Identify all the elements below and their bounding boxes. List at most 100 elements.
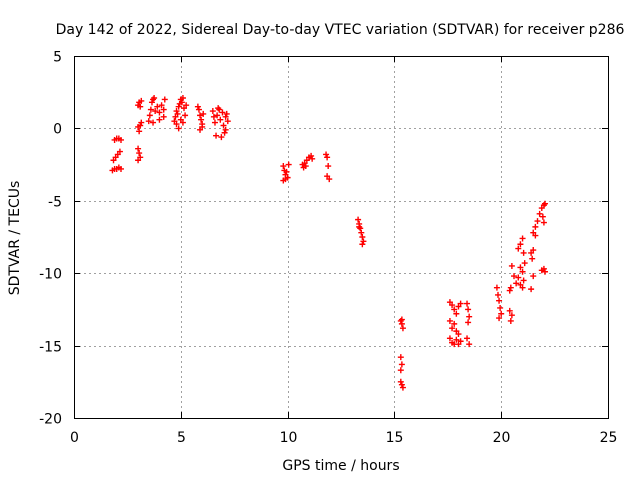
- x-tick-label: 5: [177, 430, 186, 446]
- data-point: [174, 110, 181, 117]
- data-point: [182, 112, 189, 119]
- data-point: [511, 273, 518, 280]
- data-point: [515, 274, 522, 281]
- data-point: [496, 315, 503, 322]
- data-point: [179, 94, 186, 101]
- data-point: [528, 286, 535, 293]
- data-point: [466, 341, 473, 348]
- data-point: [135, 157, 142, 164]
- data-point: [451, 306, 458, 313]
- data-point: [178, 99, 185, 106]
- data-point: [179, 119, 186, 126]
- data-point: [541, 268, 548, 275]
- data-point: [137, 103, 144, 110]
- data-point: [145, 118, 152, 125]
- data-point: [508, 262, 515, 269]
- data-point: [493, 284, 500, 291]
- data-point: [197, 112, 204, 119]
- x-tick-label: 25: [600, 430, 618, 446]
- data-point: [137, 122, 144, 129]
- data-point: [117, 136, 124, 143]
- y-tick-label: -10: [39, 267, 62, 283]
- data-point: [517, 241, 524, 248]
- y-axis-label: SDTVAR / TECUs: [7, 181, 23, 296]
- data-point: [213, 132, 220, 139]
- data-point: [506, 307, 513, 314]
- y-tick-labels: -20 -15 -10 -5 0 5: [39, 50, 62, 428]
- x-tick-label: 10: [280, 430, 298, 446]
- data-point: [356, 223, 363, 230]
- data-point: [148, 99, 155, 106]
- x-tick-label: 20: [493, 430, 511, 446]
- data-point: [446, 317, 453, 324]
- data-point: [198, 116, 205, 123]
- data-point: [519, 235, 526, 242]
- data-point: [210, 113, 217, 120]
- data-point: [359, 241, 366, 248]
- data-point: [506, 287, 513, 294]
- data-point: [507, 317, 514, 324]
- data-point: [173, 108, 180, 115]
- data-points-layer: [109, 94, 548, 391]
- data-point: [515, 245, 522, 252]
- data-point: [151, 94, 158, 101]
- data-point: [464, 335, 471, 342]
- data-point: [520, 249, 527, 256]
- data-point: [507, 284, 514, 291]
- data-point: [138, 97, 145, 104]
- data-point: [519, 268, 526, 275]
- y-tick-label: 0: [53, 122, 62, 138]
- data-point: [220, 122, 227, 129]
- data-point: [158, 102, 165, 109]
- tick-layer: [74, 56, 609, 419]
- data-point: [397, 354, 404, 361]
- plot-frame: [74, 56, 609, 419]
- y-tick-label: -20: [39, 412, 62, 428]
- data-point: [530, 247, 537, 254]
- data-point: [219, 109, 226, 116]
- chart-title: Day 142 of 2022, Sidereal Day-to-day VTE…: [56, 22, 625, 38]
- data-point: [453, 336, 460, 343]
- data-point: [451, 320, 458, 327]
- data-point: [513, 280, 520, 287]
- data-point: [173, 121, 180, 128]
- y-tick-label: 5: [53, 50, 62, 66]
- data-point: [326, 176, 333, 183]
- data-point: [216, 106, 223, 113]
- data-point: [156, 109, 163, 116]
- data-point: [116, 148, 123, 155]
- data-point: [117, 165, 124, 172]
- data-point: [532, 232, 539, 239]
- x-tick-label: 15: [386, 430, 404, 446]
- y-tick-label: -5: [48, 195, 62, 211]
- data-point: [183, 102, 190, 109]
- data-point: [540, 219, 547, 226]
- data-point: [136, 150, 143, 157]
- data-point: [457, 338, 464, 345]
- data-point: [138, 119, 145, 126]
- data-point: [449, 302, 456, 309]
- data-point: [135, 145, 142, 152]
- data-point: [214, 112, 221, 119]
- y-tick-label: -15: [39, 340, 62, 356]
- x-tick-label: 0: [70, 430, 79, 446]
- data-point: [194, 103, 201, 110]
- data-point: [398, 316, 405, 323]
- data-point: [359, 234, 366, 240]
- data-point: [521, 260, 528, 267]
- data-point: [285, 161, 292, 168]
- grid-layer: [74, 56, 608, 418]
- data-point: [224, 118, 231, 125]
- data-point: [397, 378, 404, 385]
- data-point: [146, 112, 153, 119]
- data-point: [147, 106, 154, 113]
- data-point: [453, 310, 460, 317]
- data-point: [150, 119, 157, 126]
- data-point: [529, 255, 536, 262]
- data-point: [280, 163, 287, 170]
- data-point: [175, 103, 182, 110]
- data-point: [541, 200, 548, 207]
- data-point: [282, 176, 289, 183]
- data-point: [156, 116, 163, 123]
- data-point: [218, 134, 225, 141]
